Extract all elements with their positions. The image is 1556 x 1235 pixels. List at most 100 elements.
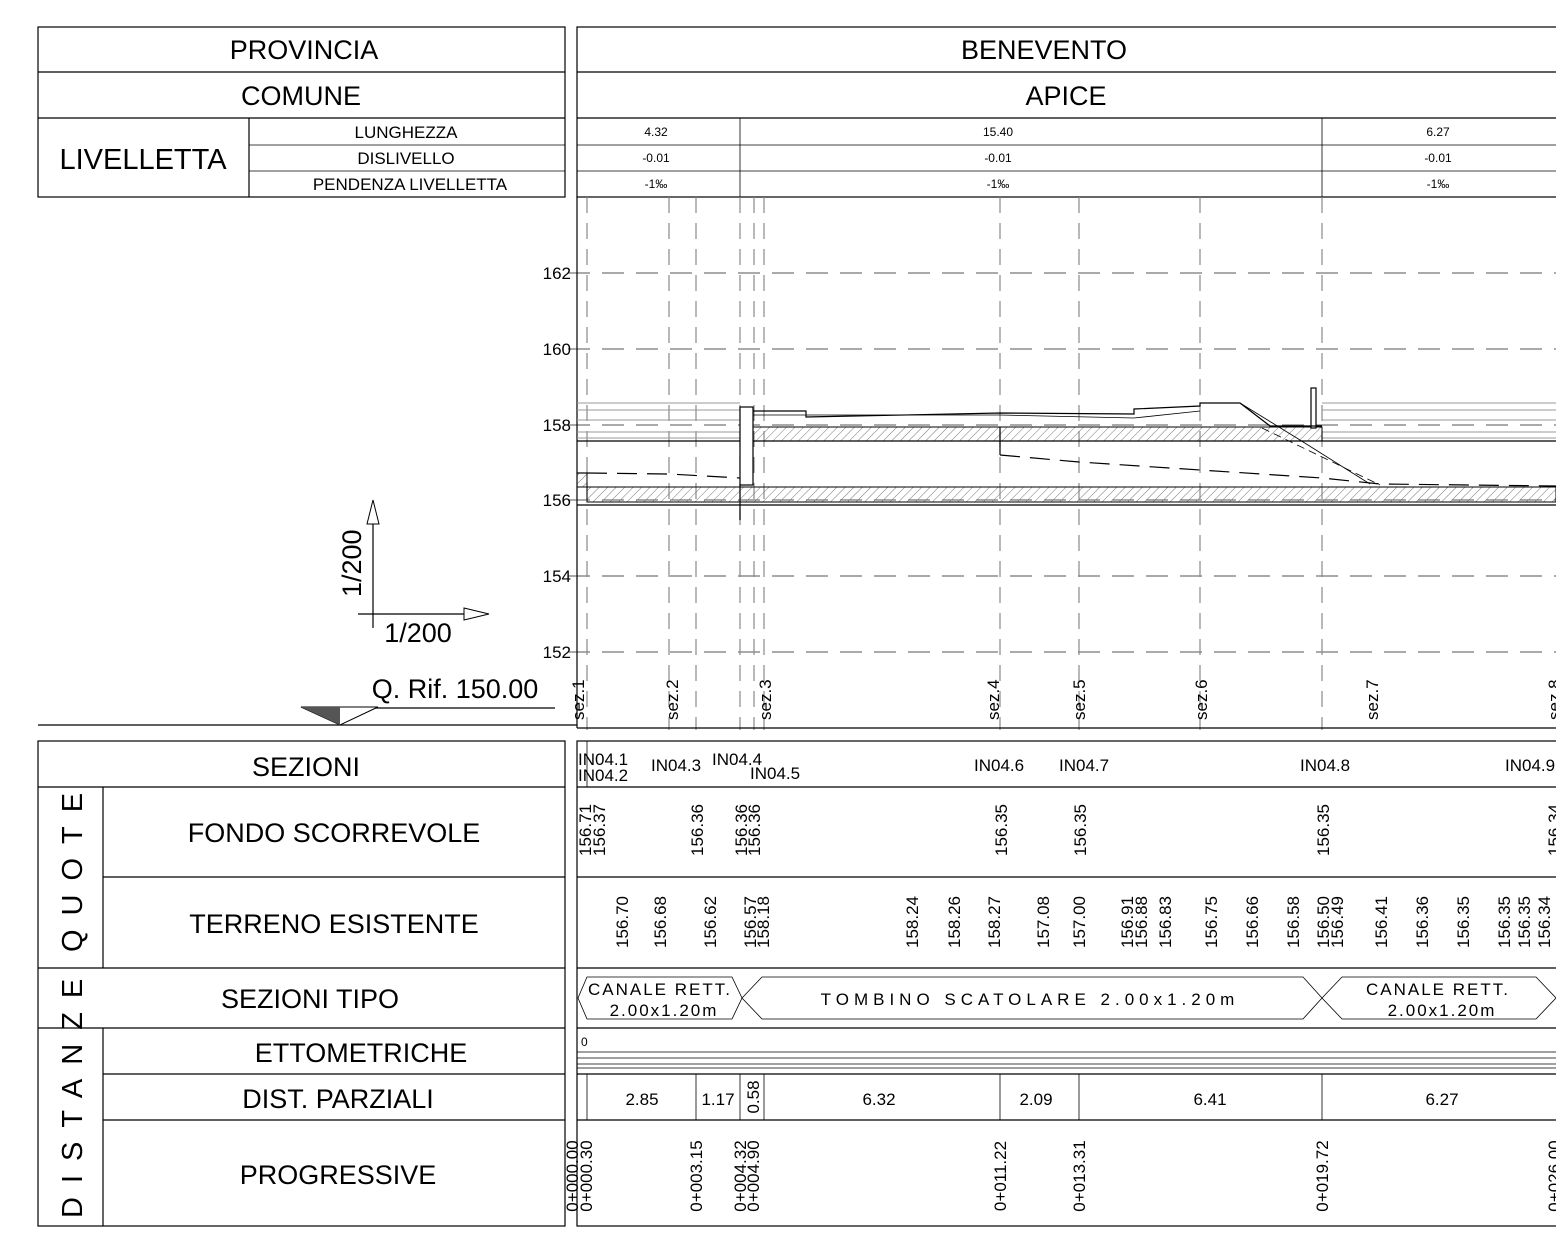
culvert-top-slab xyxy=(751,426,1323,442)
fondo-value: 156.36 xyxy=(688,804,707,856)
tipo-3-line2: 2.00x1.20m xyxy=(1388,1001,1497,1020)
sezioni-label: SEZIONI xyxy=(252,752,360,782)
tipo-2-line1: TOMBINO SCATOLARE 2.00x1.20m xyxy=(821,990,1240,1009)
progressive-value: 0+004.32 xyxy=(731,1140,750,1211)
sezioni-tipo-row: CANALE RETT. 2.00x1.20m TOMBINO SCATOLAR… xyxy=(577,976,1556,1020)
terreno-value: 158.26 xyxy=(945,896,964,948)
horizontal-scale: 1/200 xyxy=(384,618,452,648)
road-surface xyxy=(753,402,1322,427)
terreno-value: 156.83 xyxy=(1156,896,1175,948)
segment-1-dislivello: -0.01 xyxy=(642,151,670,165)
section-in04-7: IN04.7 xyxy=(1059,756,1109,775)
arrow-up-icon xyxy=(366,499,380,525)
profile-area: 162 160 158 156 154 152 xyxy=(38,197,1556,730)
section-label-1: sez.1 xyxy=(569,679,588,720)
scale-indicator: 1/200 1/200 xyxy=(337,499,490,648)
terreno-value: 156.70 xyxy=(613,896,632,948)
existing-terrain-line xyxy=(586,454,1556,487)
progressive-label: PROGRESSIVE xyxy=(240,1160,437,1190)
fondo-value: 156.37 xyxy=(590,804,609,856)
terreno-value: 156.62 xyxy=(701,896,720,948)
section-label-3: sez.3 xyxy=(756,679,775,720)
terreno-value: 156.49 xyxy=(1328,896,1347,948)
parziale-value: 2.09 xyxy=(1019,1090,1052,1109)
section-in04-3: IN04.3 xyxy=(651,756,701,775)
terreno-value: 157.00 xyxy=(1070,896,1089,948)
progressive-value: 0+026.00 xyxy=(1545,1140,1556,1211)
section-in04-2: IN04.2 xyxy=(578,766,628,785)
pendenza-label: PENDENZA LIVELLETTA xyxy=(313,175,508,194)
section-in04-4: IN04.4 xyxy=(712,750,762,769)
data-table: SEZIONI QUOTE FONDO SCORREVOLE TERRENO E… xyxy=(37,740,1556,1227)
terreno-value: 158.24 xyxy=(903,896,922,948)
section-label-6: sez.6 xyxy=(1192,679,1211,720)
section-in04-5: IN04.5 xyxy=(750,764,800,783)
section-label-4: sez.4 xyxy=(984,679,1003,720)
terreno-value: 158.18 xyxy=(754,896,773,948)
channel-bottom-slab xyxy=(586,486,1556,503)
livelletta-label: LIVELLETTA xyxy=(59,144,227,176)
fondo-value: 156.71 xyxy=(576,804,595,856)
segment-2-lunghezza: 15.40 xyxy=(983,125,1013,139)
terreno-label: TERRENO ESISTENTE xyxy=(189,909,479,939)
segment-1-lunghezza: 4.32 xyxy=(644,125,668,139)
segment-3-dislivello: -0.01 xyxy=(1424,151,1452,165)
terreno-value: 156.35 xyxy=(1495,896,1514,948)
inlet-headwall xyxy=(739,406,754,486)
parziali-label: DIST. PARZIALI xyxy=(242,1084,434,1114)
elevation-tick-156: 156 xyxy=(543,491,571,510)
segment-2-pendenza: -1‰ xyxy=(987,177,1010,191)
fondo-label: FONDO SCORREVOLE xyxy=(188,818,481,848)
fondo-values: 156.71 156.37 156.36 156.36 156.36 156.3… xyxy=(576,804,1556,856)
parziale-value: 6.27 xyxy=(1425,1090,1458,1109)
terreno-values: 156.70 156.68 156.62 156.57 158.18 158.2… xyxy=(613,896,1554,948)
progressive-value: 0+013.31 xyxy=(1070,1140,1089,1211)
progressive-values: 0+000.00 0+000.30 0+003.15 0+004.32 0+00… xyxy=(563,1140,1556,1211)
section-in04-1: IN04.1 xyxy=(578,750,628,769)
progressive-value: 0+019.72 xyxy=(1313,1140,1332,1211)
segment-3-pendenza: -1‰ xyxy=(1427,177,1450,191)
section-in04-8: IN04.8 xyxy=(1300,756,1350,775)
elevation-tick-152: 152 xyxy=(543,643,571,662)
parziale-value: 1.17 xyxy=(701,1090,734,1109)
fondo-value: 156.35 xyxy=(1071,804,1090,856)
parziale-value: 6.41 xyxy=(1193,1090,1226,1109)
elevation-tick-160: 160 xyxy=(543,340,571,359)
outlet-parapet xyxy=(1310,387,1317,429)
section-in04-9: IN04.9 xyxy=(1505,756,1555,775)
comune-value: APICE xyxy=(1025,81,1106,111)
fondo-value: 156.36 xyxy=(732,804,751,856)
terreno-value: 156.34 xyxy=(1535,896,1554,948)
comune-label: COMUNE xyxy=(241,81,361,111)
progressive-value: 0+003.15 xyxy=(687,1140,706,1211)
distanze-label: DISTANZE xyxy=(57,965,89,1218)
elevation-tick-162: 162 xyxy=(543,264,571,283)
terreno-value: 157.08 xyxy=(1034,896,1053,948)
sezioni-tipo-label: SEZIONI TIPO xyxy=(221,984,399,1014)
terreno-value: 156.35 xyxy=(1515,896,1534,948)
lunghezza-label: LUNGHEZZA xyxy=(355,123,459,142)
terreno-value: 156.68 xyxy=(651,896,670,948)
segment-1-pendenza: -1‰ xyxy=(645,177,668,191)
section-label-7: sez.7 xyxy=(1363,679,1382,720)
elevation-tick-158: 158 xyxy=(543,416,571,435)
ettometriche-value: 0 xyxy=(581,1035,588,1049)
terreno-value: 156.35 xyxy=(1454,896,1473,948)
dislivello-label: DISLIVELLO xyxy=(357,149,454,168)
reference-label: Q. Rif. 150.00 xyxy=(372,674,539,704)
terreno-value: 156.36 xyxy=(1413,896,1432,948)
section-labels: sez.1 sez.2 sez.3 sez.4 sez.5 sez.6 sez.… xyxy=(569,679,1556,720)
terrain-guides-left xyxy=(577,402,740,439)
terreno-value: 156.50 xyxy=(1314,896,1333,948)
terrain-guides-right xyxy=(1322,402,1556,439)
section-in04-6: IN04.6 xyxy=(974,756,1024,775)
segment-2-dislivello: -0.01 xyxy=(984,151,1012,165)
terreno-value: 156.91 xyxy=(1118,896,1137,948)
section-label-8: sez.8 xyxy=(1545,679,1556,720)
quote-label: QUOTE xyxy=(57,779,89,952)
segment-3-lunghezza: 6.27 xyxy=(1426,125,1450,139)
section-label-2: sez.2 xyxy=(663,679,682,720)
terreno-value: 158.27 xyxy=(985,896,1004,948)
section-label-5: sez.5 xyxy=(1070,679,1089,720)
